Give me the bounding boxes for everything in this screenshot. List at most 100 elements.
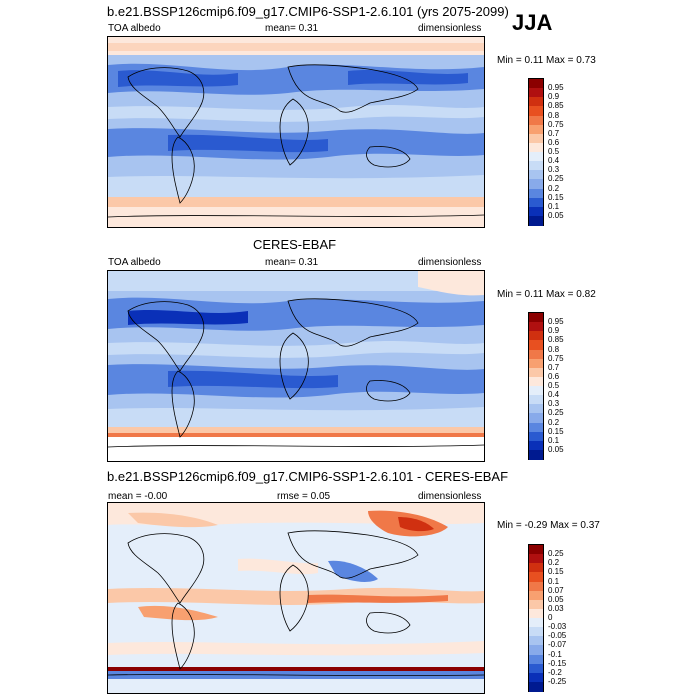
panel1-colorbar-tick-label: 0.5	[548, 147, 560, 156]
panel2-colorbar-swatch	[529, 395, 543, 405]
panel1-minmax-label: Min = 0.11 Max = 0.73	[497, 55, 596, 66]
panel1-colorbar: 0.95 0.9 0.85 0.8 0.75 0.7 0.6 0.5 0.4 0.3 0.25 0.2…	[528, 78, 564, 226]
panel3-colorbar-swatch	[529, 599, 543, 610]
panel3-colorbar-swatch	[529, 681, 543, 692]
panel2-map-field	[108, 271, 484, 461]
panel2-minmax-label: Min = 0.11 Max = 0.82	[497, 289, 596, 300]
panel3-rmse-label: rmse = 0.05	[277, 491, 331, 502]
panel2-colorbar-swatch	[529, 449, 543, 460]
panel2-title: CERES-EBAF	[253, 237, 337, 252]
panel2-colorbar-tick-label: 0.95	[548, 317, 564, 327]
panel3-colorbar-swatch	[529, 590, 543, 601]
panel1-units-label: dimensionless	[418, 23, 482, 34]
panel3-colorbar-swatch	[529, 654, 543, 665]
panel3-colorbar-swatch	[529, 608, 543, 619]
panel1-mean-label: mean= 0.31	[265, 23, 319, 34]
panel1-title: b.e21.BSSP126cmip6.f09_g17.CMIP6-SSP1-2.…	[107, 4, 509, 19]
panel1-colorbar-swatch	[529, 115, 543, 126]
panel2-colorbar-tick-label: 0.15	[548, 426, 564, 436]
panel2-mean-label: mean= 0.31	[265, 257, 319, 268]
panel1-colorbar-tick-label: 0.7	[548, 128, 560, 138]
panel2-variable-label: TOA albedo	[108, 257, 161, 268]
panel3-colorbar-tick-label: 0.07	[548, 585, 564, 595]
panel1-colorbar-tick-label: 0.75	[548, 119, 564, 129]
panel1-colorbar-swatch	[529, 106, 543, 116]
panel2-colorbar-tick-label: 0.8	[548, 344, 560, 354]
panel3-colorbar-tick-label: -0.03	[548, 622, 567, 632]
panel1-colorbar-tick-label: 0.1	[548, 201, 560, 211]
panel3-colorbar-tick-label: -0.05	[548, 631, 567, 641]
panel2-colorbar-swatch	[529, 422, 543, 433]
panel1-colorbar-swatch	[529, 88, 543, 98]
panel1-colorbar-tick-label: 0.6	[548, 137, 560, 147]
panel1-colorbar-tick-label: 0.9	[548, 92, 560, 102]
panel3-colorbar-swatch	[529, 645, 543, 655]
panel1-variable-label: TOA albedo	[108, 23, 161, 34]
panel2-colorbar-tick-label: 0.85	[548, 335, 564, 345]
panel3-colorbar-swatch	[529, 636, 543, 646]
panel3-units-label: dimensionless	[418, 491, 482, 502]
panel1-colorbar-swatch	[529, 97, 543, 107]
panel2-colorbar-swatch	[529, 322, 543, 332]
panel2-colorbar-swatch	[529, 313, 543, 323]
panel1-colorbar-tick-label: 0.25	[548, 174, 564, 184]
panel3-minmax-label: Min = -0.29 Max = 0.37	[497, 520, 600, 531]
panel1-colorbar-tick-label: 0.2	[548, 183, 560, 193]
panel2-colorbar-tick-label: 0.2	[548, 417, 560, 427]
panel2-colorbar-tick-label: 0.4	[548, 390, 560, 400]
panel3-mean-label: mean = -0.00	[108, 491, 168, 502]
panel1-colorbar-tick-label: 0.95	[548, 83, 564, 93]
panel3-colorbar-tick-label: -0.1	[548, 649, 562, 659]
panel3-colorbar-swatch	[529, 545, 543, 555]
panel3-colorbar-tick-label: 0.15	[548, 567, 564, 577]
panel1-map	[107, 36, 485, 228]
panel3-colorbar-tick-label: -0.07	[548, 640, 567, 650]
panel1-colorbar-swatch	[529, 124, 543, 135]
panel1-colorbar-swatch	[529, 133, 543, 144]
panel2-map	[107, 270, 485, 462]
panel3-map-field	[108, 503, 484, 693]
panel1-colorbar-tick-label: 0.8	[548, 110, 560, 120]
panel3-colorbar: 0.25 0.2 0.15 0.1 0.07 0.05 0.03 0 -0.03 -0.05 -0.…	[528, 544, 566, 692]
panel3-colorbar-swatch	[529, 572, 543, 582]
panel1-colorbar-swatch	[529, 179, 543, 189]
panel2-colorbar-tick-label: 0.5	[548, 381, 560, 390]
panel3-colorbar-tick-label: -0.25	[548, 676, 567, 686]
panel1-colorbar-swatch	[529, 170, 543, 180]
panel3-colorbar-swatch	[529, 581, 543, 592]
panel1-colorbar-swatch	[529, 79, 543, 89]
panel2-colorbar-swatch	[529, 440, 543, 451]
panel2-colorbar-swatch	[529, 404, 543, 414]
panel3-colorbar-swatch	[529, 554, 543, 564]
panel1-colorbar-swatch	[529, 188, 543, 199]
panel2-colorbar-tick-label: 0.9	[548, 326, 560, 336]
panel1-colorbar-tick-label: 0.3	[548, 165, 560, 175]
panel2-colorbar-swatch	[529, 358, 543, 369]
panel3-map	[107, 502, 485, 694]
panel3-colorbar-swatch	[529, 627, 543, 637]
panel2-colorbar-tick-label: 0.25	[548, 408, 564, 418]
panel3-colorbar-tick-label: 0.03	[548, 603, 564, 613]
panel3-colorbar-swatch	[529, 563, 543, 573]
panel2-colorbar-swatch	[529, 413, 543, 423]
panel1-colorbar-swatch	[529, 142, 543, 153]
panel2-colorbar-swatch	[529, 431, 543, 442]
panel2-colorbar-tick-label: 0.3	[548, 399, 560, 409]
panel3-colorbar-tick-label: 0.25	[548, 549, 564, 559]
panel2-colorbar: 0.95 0.9 0.85 0.8 0.75 0.7 0.6 0.5 0.4 0.3 0.25 0.2…	[528, 312, 564, 460]
panel2-colorbar-swatch	[529, 349, 543, 360]
panel1-colorbar-swatch	[529, 161, 543, 171]
panel1-colorbar-swatch	[529, 206, 543, 217]
panel1-colorbar-tick-label: 0.4	[548, 156, 560, 166]
panel1-colorbar-swatch	[529, 197, 543, 208]
panel3-colorbar-tick-label: -0.2	[548, 667, 562, 677]
season-label: JJA	[512, 10, 553, 35]
panel2-colorbar-swatch	[529, 367, 543, 378]
panel2-colorbar-swatch	[529, 376, 543, 387]
panel2-units-label: dimensionless	[418, 257, 482, 268]
panel2-colorbar-tick-label: 0.1	[548, 435, 560, 445]
panel2-colorbar-tick-label: 0.75	[548, 353, 564, 363]
panel3-title: b.e21.BSSP126cmip6.f09_g17.CMIP6-SSP1-2.…	[107, 469, 509, 484]
panel3-colorbar-swatch	[529, 672, 543, 683]
panel1-colorbar-swatch	[529, 152, 543, 162]
